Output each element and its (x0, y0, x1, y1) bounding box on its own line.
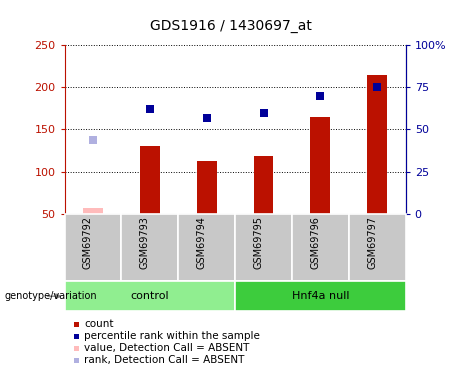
Bar (197, 160, 217, 214)
Text: GSM69792: GSM69792 (83, 216, 93, 269)
Text: GSM69794: GSM69794 (197, 216, 207, 268)
Bar (310, 117, 331, 214)
Text: GSM69796: GSM69796 (310, 216, 320, 268)
Bar (65, 214, 121, 281)
Bar (349, 214, 406, 281)
Text: GSM69795: GSM69795 (254, 216, 264, 269)
Text: percentile rank within the sample: percentile rank within the sample (84, 332, 260, 341)
Text: control: control (130, 291, 169, 301)
Bar (83, 208, 103, 214)
Bar (178, 214, 235, 281)
Text: genotype/variation: genotype/variation (5, 291, 97, 301)
Text: GSM69797: GSM69797 (367, 216, 377, 269)
Bar (254, 156, 273, 214)
Bar (292, 214, 349, 281)
Text: count: count (84, 320, 114, 329)
Bar (235, 214, 292, 281)
Text: GDS1916 / 1430697_at: GDS1916 / 1430697_at (149, 19, 312, 33)
Bar (367, 75, 387, 214)
Bar (140, 146, 160, 214)
Text: rank, Detection Call = ABSENT: rank, Detection Call = ABSENT (84, 356, 245, 365)
Bar (65, 281, 235, 311)
Text: value, Detection Call = ABSENT: value, Detection Call = ABSENT (84, 344, 250, 353)
Bar (235, 281, 406, 311)
Bar (121, 214, 178, 281)
Text: Hnf4a null: Hnf4a null (292, 291, 349, 301)
Text: GSM69793: GSM69793 (140, 216, 150, 268)
